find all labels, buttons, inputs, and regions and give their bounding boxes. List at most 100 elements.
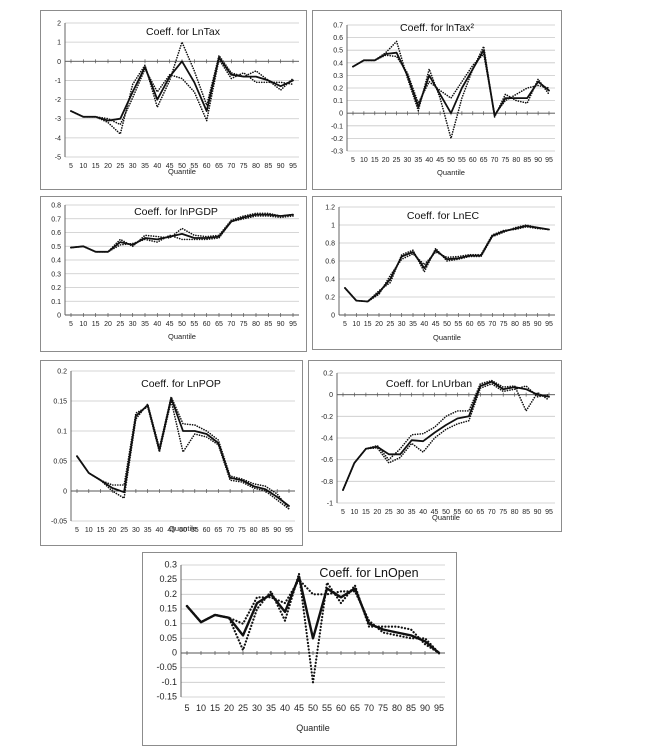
y-tick-label: 0.3 xyxy=(333,73,343,80)
x-tick-label: 45 xyxy=(432,321,440,328)
chart-lnopen: -0.15 -0.1 -0.05 0 0.05 0.1 0.15 0.2 0.25 0.3 5 10 1… xyxy=(156,560,445,733)
y-tick-label: -1 xyxy=(55,78,61,85)
chart-title: Coeff. for lnPGDP xyxy=(134,206,218,218)
series-line-2 xyxy=(344,224,550,303)
x-tick-label: 95 xyxy=(285,527,293,534)
y-tick-label: 0.2 xyxy=(325,295,335,302)
y-tick-label: 0.4 xyxy=(325,277,335,284)
x-tick-label: 35 xyxy=(141,321,149,328)
x-tick-label: 85 xyxy=(522,509,530,516)
panel-lntax: -5 -4 -3 -2 -1 0 1 2 5 10 15 20 25 30 35 40 45 50 55 60 65 70… xyxy=(40,10,307,190)
y-tick-label: -3 xyxy=(55,116,61,123)
x-tick-label: 60 xyxy=(336,703,346,713)
x-axis-label: Quantile xyxy=(168,167,196,176)
series-line-1 xyxy=(185,575,441,655)
x-tick-label: 55 xyxy=(190,163,198,170)
y-tick-label: 0.1 xyxy=(164,618,177,628)
x-tick-label: 70 xyxy=(226,527,234,534)
series-line-3 xyxy=(352,53,550,116)
x-tick-label: 10 xyxy=(85,527,93,534)
panel-lnopen: -0.15 -0.1 -0.05 0 0.05 0.1 0.15 0.2 0.25 0.3 5 10 1… xyxy=(142,552,457,746)
x-tick-label: 70 xyxy=(488,321,496,328)
y-tick-label: 0 xyxy=(329,392,333,399)
x-tick-label: 50 xyxy=(447,157,455,164)
x-tick-label: 95 xyxy=(434,703,444,713)
x-tick-label: 75 xyxy=(378,703,388,713)
y-tick-label: 0.1 xyxy=(57,429,67,436)
x-tick-label: 90 xyxy=(534,157,542,164)
y-tick-label: -0.1 xyxy=(161,677,177,687)
x-tick-label: 10 xyxy=(352,321,360,328)
x-tick-label: 10 xyxy=(351,509,359,516)
y-tick-label: 0.3 xyxy=(164,560,177,570)
x-tick-label: 75 xyxy=(240,321,248,328)
x-tick-label: 50 xyxy=(443,321,451,328)
y-tick-label: 0.2 xyxy=(323,371,333,378)
series-line-2 xyxy=(185,572,441,684)
x-tick-label: 80 xyxy=(511,509,519,516)
y-tick-label: -0.2 xyxy=(331,136,343,143)
x-tick-label: 5 xyxy=(69,163,73,170)
x-tick-label: 40 xyxy=(153,163,161,170)
x-tick-label: 85 xyxy=(262,527,270,534)
x-tick-label: 25 xyxy=(120,527,128,534)
x-tick-label: 60 xyxy=(203,527,211,534)
y-tick-label: 0.2 xyxy=(51,285,61,292)
y-tick-label: -4 xyxy=(55,135,61,142)
y-tick-label: 0.7 xyxy=(333,23,343,30)
y-tick-label: 1 xyxy=(331,223,335,230)
x-tick-label: 70 xyxy=(227,163,235,170)
series-line-1 xyxy=(344,224,550,303)
y-tick-label: 0.6 xyxy=(51,230,61,237)
y-tick-label: 0.5 xyxy=(51,244,61,251)
x-tick-label: 20 xyxy=(375,321,383,328)
x-tick-label: 50 xyxy=(178,163,186,170)
x-tick-label: 45 xyxy=(431,509,439,516)
series-line-3 xyxy=(344,225,550,303)
x-tick-label: 90 xyxy=(420,703,430,713)
x-tick-label: 90 xyxy=(534,509,542,516)
series-line-2 xyxy=(352,40,550,140)
x-tick-label: 25 xyxy=(116,321,124,328)
x-tick-label: 25 xyxy=(116,163,124,170)
panel-lnurban: -1 -0.8 -0.6 -0.4 -0.2 0 0.2 5 10 15 20 25 30 35 40 45 5… xyxy=(308,360,562,532)
x-tick-label: 65 xyxy=(477,321,485,328)
y-tick-label: 0.2 xyxy=(57,369,67,376)
chart-title: Coeff. for LnOpen xyxy=(319,566,418,580)
chart-lnurban: -1-0.8-0.6-0.4-0.200.25 10 15 20 25 30 35 40 45 5… xyxy=(321,371,555,522)
y-tick-label: -5 xyxy=(55,155,61,162)
x-tick-label: 20 xyxy=(224,703,234,713)
x-tick-label: 25 xyxy=(393,157,401,164)
y-tick-label: 0.2 xyxy=(333,86,343,93)
x-tick-label: 40 xyxy=(419,509,427,516)
x-tick-label: 15 xyxy=(362,509,370,516)
x-tick-label: 40 xyxy=(425,157,433,164)
x-tick-label: 35 xyxy=(141,163,149,170)
x-tick-label: 10 xyxy=(79,163,87,170)
x-tick-label: 95 xyxy=(545,321,553,328)
y-tick-label: 2 xyxy=(57,21,61,28)
y-tick-label: 0.4 xyxy=(333,60,343,67)
x-tick-label: 55 xyxy=(454,321,462,328)
x-tick-label: 60 xyxy=(466,321,474,328)
x-tick-label: 90 xyxy=(273,527,281,534)
y-tick-label: 0.6 xyxy=(333,35,343,42)
x-tick-label: 85 xyxy=(406,703,416,713)
x-tick-label: 30 xyxy=(132,527,140,534)
x-tick-label: 45 xyxy=(436,157,444,164)
x-tick-label: 80 xyxy=(250,527,258,534)
series-line-2 xyxy=(70,41,294,135)
x-tick-label: 85 xyxy=(522,321,530,328)
x-tick-label: 95 xyxy=(289,321,297,328)
y-tick-label: 0.25 xyxy=(159,574,177,584)
x-tick-label: 35 xyxy=(266,703,276,713)
y-tick-label: 0.8 xyxy=(51,203,61,210)
x-tick-label: 10 xyxy=(360,157,368,164)
x-tick-label: 80 xyxy=(511,321,519,328)
x-tick-label: 45 xyxy=(294,703,304,713)
x-tick-label: 60 xyxy=(203,163,211,170)
x-tick-label: 30 xyxy=(404,157,412,164)
x-tick-label: 5 xyxy=(75,527,79,534)
x-tick-label: 15 xyxy=(92,163,100,170)
